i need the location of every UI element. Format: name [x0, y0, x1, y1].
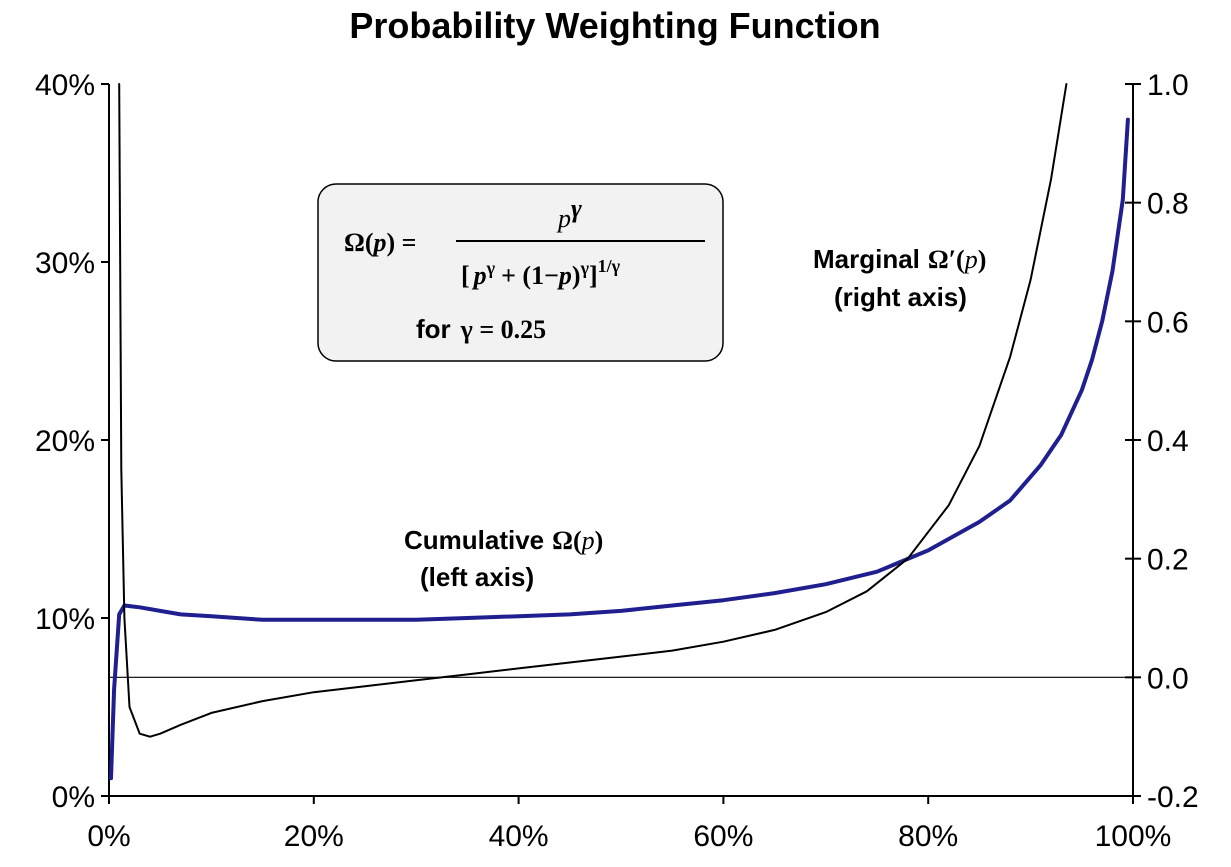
- x-tick-label: 100%: [1095, 820, 1172, 853]
- cumulative-label-line1: Cumulative Ω(p): [404, 525, 603, 555]
- formula-lhs: Ω(p) =: [344, 228, 416, 257]
- x-tick-label: 80%: [898, 820, 958, 853]
- left-tick-label: 10%: [35, 603, 95, 636]
- formula-box: [317, 183, 724, 362]
- marginal-label: Marginal Ω′(p) (right axis): [813, 244, 986, 312]
- marginal-label-line1: Marginal Ω′(p): [813, 244, 986, 274]
- x-tick-label: 60%: [693, 820, 753, 853]
- cumulative-series-line: [109, 117, 1130, 781]
- right-tick-label: 0.0: [1147, 662, 1189, 695]
- right-tick-label: 0.4: [1147, 425, 1189, 458]
- left-tick-label: 30%: [35, 247, 95, 280]
- cumulative-label: Cumulative Ω(p) (left axis): [404, 525, 603, 592]
- formula-annotation: Ω(p) = pγ [pγ + (1−p)γ]1/γ for γ = 0.25: [317, 183, 724, 362]
- chart-title: Probability Weighting Function: [349, 5, 880, 46]
- cumulative-label-axis: (left axis): [420, 562, 534, 592]
- left-tick-label: 20%: [35, 425, 95, 458]
- right-tick-label: 1.0: [1147, 69, 1189, 102]
- right-tick-label: -0.2: [1147, 781, 1199, 814]
- formula-numerator: pγ: [556, 194, 582, 233]
- gamma-value: for γ = 0.25: [416, 314, 546, 344]
- left-tick-label: 0%: [52, 781, 95, 814]
- tick-labels: 0% 20% 40% 60% 80% 100% 0% 10% 20% 30% 40% -0.2 0.0 0…: [35, 69, 1199, 853]
- series-layer: [109, 83, 1130, 781]
- marginal-series-line: [118, 83, 1068, 738]
- x-tick-label: 20%: [284, 820, 344, 853]
- right-tick-label: 0.8: [1147, 188, 1189, 221]
- marginal-label-axis: (right axis): [834, 282, 967, 312]
- formula-denominator: [pγ + (1−p)γ]1/γ: [461, 256, 621, 290]
- right-tick-label: 0.2: [1147, 544, 1189, 577]
- x-tick-label: 40%: [489, 820, 549, 853]
- x-tick-label: 0%: [87, 820, 130, 853]
- right-tick-label: 0.6: [1147, 306, 1189, 339]
- left-tick-label: 40%: [35, 69, 95, 102]
